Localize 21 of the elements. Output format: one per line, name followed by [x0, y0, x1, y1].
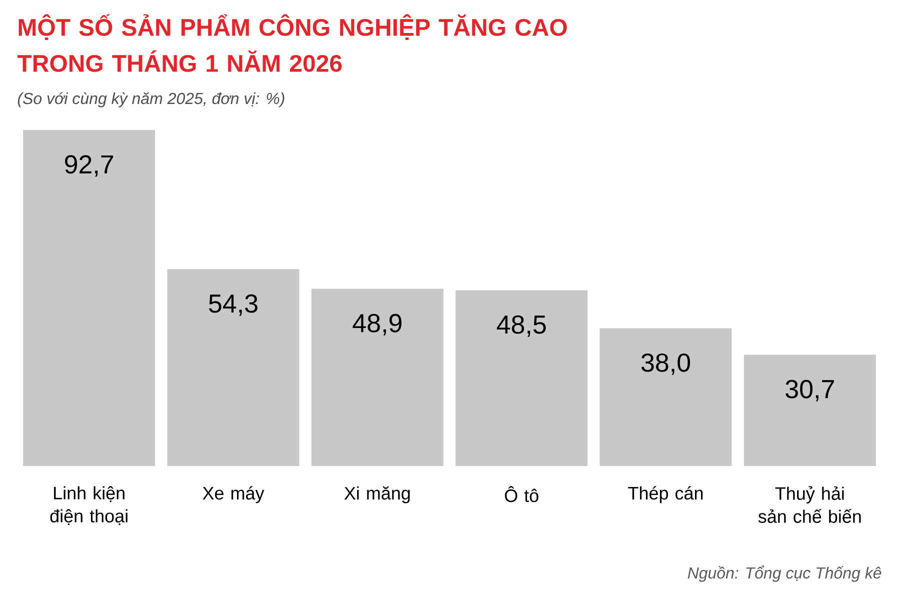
- chart-title: MỘT SỐ SẢN PHẨM CÔNG NGHIỆP TĂNG CAO TRONG THÁNG 1 NĂM 2026: [17, 14, 567, 72]
- x-tick-label: Thuỷ hải sản chế biến: [758, 486, 861, 523]
- x-tick-label: Xe máy: [202, 486, 264, 504]
- x-tick-label: Thép cán: [628, 486, 703, 504]
- x-tick-label: Linh kiện điện thoại: [50, 486, 128, 526]
- data-label: 48,5: [496, 315, 546, 337]
- chart-subtitle: (So với cùng kỳ năm 2025, đơn vị: %): [18, 92, 284, 108]
- bar: [456, 290, 588, 466]
- data-label: 38,0: [641, 353, 690, 375]
- data-label: 92,7: [65, 155, 114, 177]
- bar: [744, 354, 876, 466]
- x-tick-label: Ô tô: [504, 486, 538, 502]
- bar: [167, 269, 300, 466]
- data-label: 48,9: [352, 314, 402, 336]
- bar: [600, 328, 732, 466]
- x-tick-label: Xi măng: [344, 486, 410, 504]
- text: Nguồn: Tổng cục Thống kê: [688, 566, 882, 582]
- data-label: 54,3: [208, 294, 258, 316]
- data-label: 30,7: [786, 380, 834, 402]
- bar: [23, 130, 156, 466]
- bar: [311, 288, 444, 466]
